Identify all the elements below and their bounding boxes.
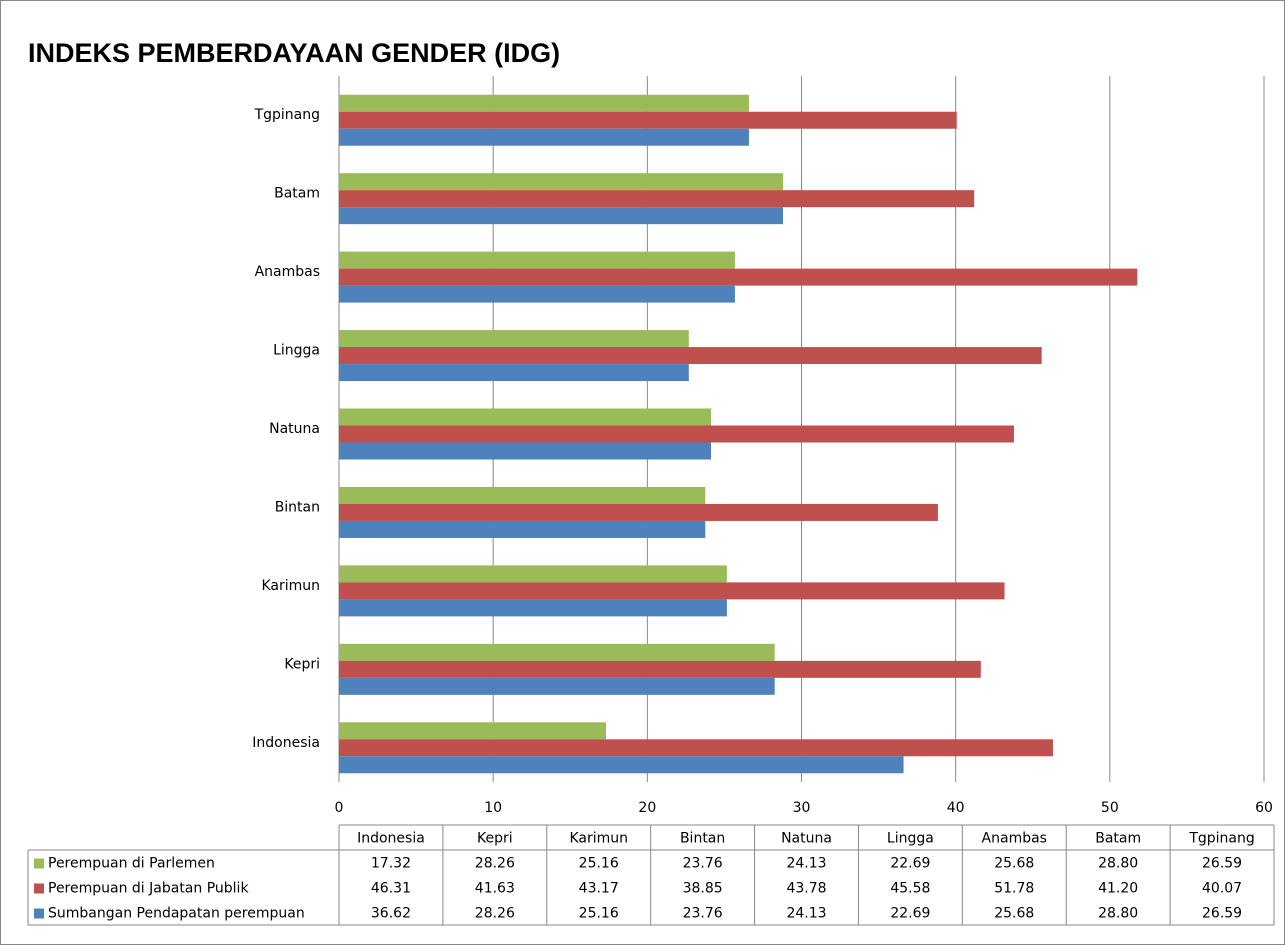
bar (339, 565, 727, 583)
bar (339, 251, 735, 269)
y-tick-label: Bintan (275, 499, 320, 515)
table-value: 46.31 (371, 881, 411, 897)
y-tick-label: Lingga (273, 343, 320, 359)
table-header: Anambas (982, 831, 1047, 847)
bar (339, 425, 1014, 443)
table-value: 43.78 (786, 881, 826, 897)
y-tick-label: Batam (274, 186, 320, 202)
table-value: 23.76 (683, 906, 723, 922)
table-value: 25.68 (994, 856, 1034, 872)
y-tick-label: Indonesia (252, 735, 320, 751)
table-value: 36.62 (371, 906, 411, 922)
table-value: 28.26 (475, 906, 515, 922)
table-value: 43.17 (579, 881, 619, 897)
table-value: 25.16 (579, 906, 619, 922)
bar (339, 207, 783, 225)
bar (339, 268, 1138, 286)
legend-label: Perempuan di Parlemen (48, 856, 215, 872)
table-value: 25.68 (994, 906, 1034, 922)
bar (339, 128, 749, 146)
table-value: 23.76 (683, 856, 723, 872)
bar (339, 364, 689, 382)
table-header: Lingga (887, 831, 934, 847)
x-tick-label: 20 (638, 800, 656, 816)
bar (339, 722, 607, 740)
bar (339, 599, 727, 617)
bar (339, 756, 904, 774)
x-tick-label: 50 (1101, 800, 1119, 816)
table-header: Bintan (680, 831, 725, 847)
table-header: Indonesia (357, 831, 425, 847)
x-tick-label: 10 (484, 800, 502, 816)
bar (339, 643, 775, 661)
bar (339, 442, 712, 460)
y-tick-label: Anambas (255, 264, 320, 280)
table-value: 28.26 (475, 856, 515, 872)
bar (339, 285, 735, 303)
table-header: Karimun (569, 831, 628, 847)
table-value: 51.78 (994, 881, 1034, 897)
bar (339, 111, 957, 129)
chart-title: INDEKS PEMBERDAYAAN GENDER (IDG) (28, 38, 560, 68)
table-value: 28.80 (1098, 856, 1138, 872)
legend-swatch (34, 908, 44, 919)
y-tick-label: Kepri (284, 656, 320, 672)
x-tick-label: 60 (1255, 800, 1273, 816)
bar (339, 739, 1053, 757)
x-tick-label: 30 (793, 800, 811, 816)
table-header: Batam (1095, 831, 1141, 847)
table-value: 41.63 (475, 881, 515, 897)
table-value: 40.07 (1202, 881, 1242, 897)
y-tick-label: Natuna (269, 421, 320, 437)
legend-swatch (34, 883, 44, 894)
table-header: Tgpinang (1188, 831, 1254, 847)
bar (339, 486, 706, 504)
bar (339, 503, 938, 521)
x-tick-label: 40 (947, 800, 965, 816)
table-value: 26.59 (1202, 906, 1242, 922)
table-value: 24.13 (786, 906, 826, 922)
y-tick-label: Karimun (261, 578, 320, 594)
x-tick-label: 0 (335, 800, 344, 816)
table-value: 41.20 (1098, 881, 1138, 897)
bar (339, 582, 1005, 600)
bar (339, 94, 749, 112)
y-tick-label: Tgpinang (254, 107, 320, 123)
table-value: 38.85 (683, 881, 723, 897)
table-value: 45.58 (890, 881, 930, 897)
bar (339, 677, 775, 695)
table-value: 17.32 (371, 856, 411, 872)
legend-swatch (34, 858, 44, 869)
legend-label: Perempuan di Jabatan Publik (48, 881, 249, 897)
table-value: 22.69 (890, 856, 930, 872)
table-value: 25.16 (579, 856, 619, 872)
bar (339, 520, 706, 538)
bar (339, 347, 1042, 365)
bar (339, 173, 783, 191)
table-value: 24.13 (786, 856, 826, 872)
table-value: 26.59 (1202, 856, 1242, 872)
legend-label: Sumbangan Pendapatan perempuan (48, 906, 305, 922)
bar (339, 408, 712, 426)
bar (339, 190, 975, 208)
bar (339, 330, 689, 348)
bar (339, 660, 981, 678)
table-value: 22.69 (890, 906, 930, 922)
table-value: 28.80 (1098, 906, 1138, 922)
table-header: Kepri (477, 831, 513, 847)
table-header: Natuna (781, 831, 832, 847)
